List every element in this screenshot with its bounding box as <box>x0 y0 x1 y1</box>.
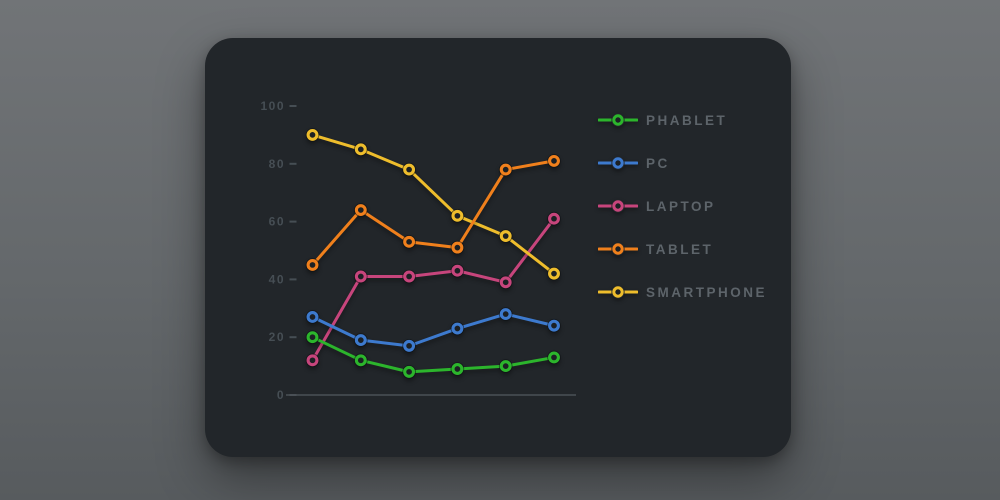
legend-marker-icon <box>598 199 638 213</box>
data-point-marker-icon <box>548 154 560 167</box>
legend-item-phablet[interactable]: PHABLET <box>598 112 767 128</box>
y-axis-tick-label: 0 <box>277 388 285 402</box>
data-point-marker-icon <box>354 143 367 156</box>
legend-marker-ring <box>612 200 624 212</box>
legend-item-laptop[interactable]: LAPTOP <box>598 198 767 214</box>
data-point-marker-icon <box>403 235 416 248</box>
legend-item-smartphone[interactable]: SMARTPHONE <box>598 284 767 300</box>
data-point-marker-icon <box>354 334 367 347</box>
legend-marker-icon <box>598 156 638 170</box>
legend-label: TABLET <box>646 241 714 257</box>
data-point-marker-icon <box>499 276 512 289</box>
legend-label: PC <box>646 155 670 171</box>
legend-marker-ring <box>612 114 624 126</box>
legend-label: PHABLET <box>646 112 728 128</box>
chart-legend: PHABLET PC LAPTOP TABLET SMARTPHONE <box>598 112 767 300</box>
data-point-marker-icon <box>548 267 560 280</box>
y-axis-tick-label: 80 <box>269 157 285 171</box>
legend-label: SMARTPHONE <box>646 284 768 300</box>
data-point-marker-icon <box>548 351 560 364</box>
data-point-marker-icon <box>354 354 367 367</box>
legend-marker-icon <box>598 113 638 127</box>
data-point-marker-icon <box>306 354 319 367</box>
data-point-marker-icon <box>548 212 560 225</box>
legend-marker-ring <box>612 286 624 298</box>
series-line-laptop <box>311 217 556 362</box>
chart-card: 0 20 40 60 80 100 PHABLET PC LAPTOP TABLET SMARTP… <box>205 38 791 457</box>
legend-item-tablet[interactable]: TABLET <box>598 241 767 257</box>
series-smartphone <box>305 128 561 281</box>
data-point-marker-icon <box>548 319 560 332</box>
series-laptop <box>305 211 561 368</box>
data-point-marker-icon <box>499 230 512 243</box>
data-point-marker-icon <box>403 365 416 378</box>
data-point-marker-icon <box>403 270 416 283</box>
data-point-marker-icon <box>451 241 464 254</box>
series-phablet <box>305 330 561 379</box>
data-point-marker-icon <box>451 264 464 277</box>
data-point-marker-icon <box>499 360 512 373</box>
line-chart: 0 20 40 60 80 100 <box>260 99 576 402</box>
series-line-smartphone <box>311 133 556 276</box>
legend-marker-icon <box>598 242 638 256</box>
series-line-phablet <box>311 335 556 374</box>
y-axis-tick-label: 100 <box>260 99 285 113</box>
data-point-marker-icon <box>451 363 464 375</box>
legend-marker-ring <box>612 243 624 255</box>
data-point-marker-icon <box>451 209 464 222</box>
data-point-marker-icon <box>306 128 319 141</box>
data-point-marker-icon <box>499 163 512 176</box>
series-tablet <box>305 154 561 272</box>
y-axis-tick-label: 60 <box>269 215 285 229</box>
series-pc <box>305 307 561 353</box>
legend-item-pc[interactable]: PC <box>598 155 767 171</box>
data-point-marker-icon <box>354 204 367 216</box>
data-point-marker-icon <box>306 331 319 344</box>
data-point-marker-icon <box>354 270 367 283</box>
legend-marker-ring <box>612 157 624 169</box>
y-axis-tick-label: 40 <box>269 272 285 286</box>
data-point-marker-icon <box>306 259 319 271</box>
series-line-pc <box>311 312 556 348</box>
data-point-marker-icon <box>403 163 416 176</box>
series-line-tablet <box>311 159 556 267</box>
data-point-marker-icon <box>499 308 512 321</box>
data-point-marker-icon <box>451 322 464 335</box>
y-axis-tick-label: 20 <box>269 330 285 344</box>
data-point-marker-icon <box>306 311 319 323</box>
legend-label: LAPTOP <box>646 198 716 214</box>
legend-marker-icon <box>598 285 638 299</box>
data-point-marker-icon <box>403 339 416 352</box>
